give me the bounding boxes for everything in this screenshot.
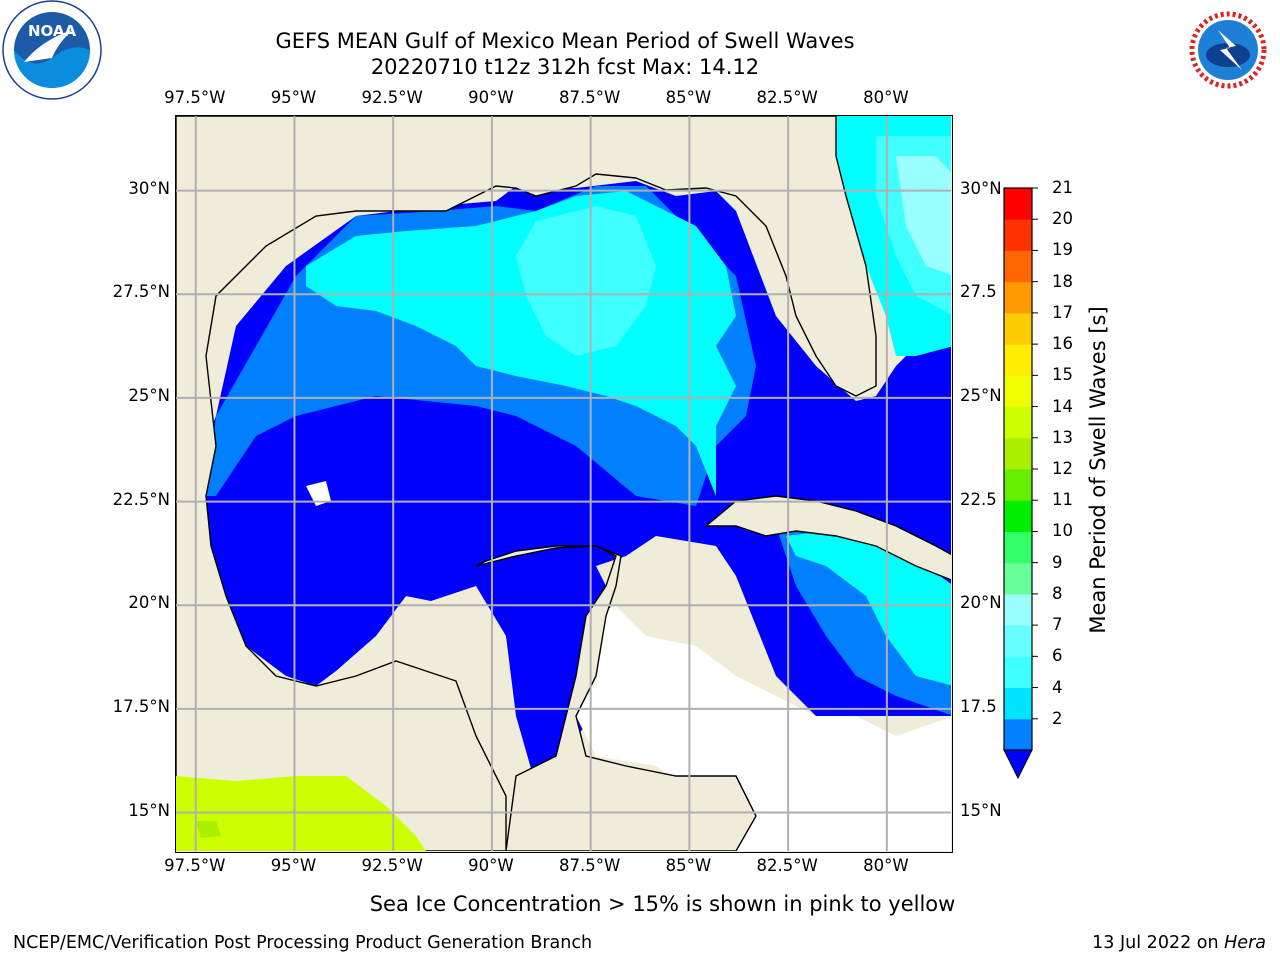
- lon-tick-bottom: 92.5°W: [361, 856, 423, 875]
- colorbar-tick-label: 7: [1052, 615, 1063, 635]
- lat-tick-right: 17.5: [960, 696, 997, 716]
- colorbar-segment: [1004, 344, 1032, 376]
- run-date-text: 13 Jul 2022 on: [1092, 933, 1225, 953]
- lon-tick-top: 82.5°W: [756, 88, 818, 107]
- lon-tick-bottom: 82.5°W: [756, 856, 818, 875]
- colorbar-tick-label: 8: [1052, 583, 1063, 603]
- credit-text: NCEP/EMC/Verification Post Processing Pr…: [13, 933, 593, 953]
- colorbar-segment: [1004, 219, 1032, 251]
- colorbar-segment: [1004, 312, 1032, 345]
- colorbar-tick-label: 17: [1052, 302, 1073, 322]
- noaa-logo: NOAA: [2, 0, 102, 100]
- colorbar-segment: [1004, 718, 1032, 751]
- noaa-logo-text: NOAA: [28, 22, 77, 40]
- lon-tick-bottom: 80°W: [863, 856, 909, 875]
- nws-logo-icon: [1180, 2, 1276, 98]
- land-mexico: [176, 116, 877, 851]
- swell-field-4-6-caribbean: [786, 531, 951, 686]
- colorbar-segment: [1004, 625, 1032, 657]
- lat-tick-left: 30°N: [128, 178, 170, 198]
- colorbar-segment: [1004, 500, 1032, 532]
- lat-tick-right: 25°N: [960, 385, 1002, 405]
- colorbar-segment: [1004, 656, 1032, 689]
- colorbar-tick-label: 10: [1052, 521, 1073, 541]
- colorbar-segment: [1004, 406, 1032, 439]
- colorbar: [1003, 187, 1038, 780]
- colorbar-tick-label: 19: [1052, 240, 1073, 260]
- lat-tick-left: 25°N: [128, 385, 170, 405]
- colorbar-tick-label: 15: [1052, 365, 1073, 385]
- lon-tick-top: 85°W: [665, 88, 712, 107]
- colorbar-segment: [1004, 593, 1032, 626]
- colorbar-segment: [1004, 250, 1032, 283]
- sea-ice-note: Sea Ice Concentration > 15% is shown in …: [369, 892, 956, 916]
- lat-tick-right: 22.5: [960, 489, 997, 509]
- lon-tick-bottom: 85°W: [665, 856, 712, 875]
- noaa-logo-icon: NOAA: [2, 0, 102, 100]
- lon-tick-top: 90°W: [468, 88, 514, 107]
- colorbar-segment: [1004, 531, 1032, 564]
- colorbar-under-arrow: [1003, 749, 1033, 780]
- colorbar-segment: [1004, 188, 1032, 220]
- colorbar-tick-label: 9: [1052, 552, 1063, 572]
- lat-tick-right: 20°N: [960, 593, 1002, 613]
- lon-tick-top: 80°W: [863, 88, 909, 107]
- run-host: Hera: [1224, 933, 1266, 953]
- swell-field-7-8: [896, 156, 951, 275]
- colorbar-tick-label: 21: [1052, 178, 1073, 197]
- nodata-area-caribbean: [576, 606, 951, 851]
- lat-tick-left: 27.5°N: [112, 282, 170, 302]
- page-title: GEFS MEAN Gulf of Mexico Mean Period of …: [275, 29, 855, 53]
- lat-tick-left: 20°N: [128, 593, 170, 613]
- colorbar-tick-label: 14: [1052, 396, 1073, 416]
- map-panel: [175, 115, 953, 853]
- map-gridlines: [176, 116, 951, 851]
- lat-tick-right: 27.5: [960, 282, 997, 302]
- lon-tick-bottom: 87.5°W: [559, 856, 621, 875]
- colorbar-segment: [1004, 281, 1032, 314]
- nodata-area-gulf: [306, 481, 331, 506]
- nws-logo: [1178, 0, 1278, 100]
- colorbar-segment: [1004, 469, 1032, 501]
- colorbar-tick-label: 13: [1052, 427, 1073, 447]
- colorbar-tick-label: 20: [1052, 209, 1073, 229]
- lon-tick-top: 95°W: [270, 88, 317, 107]
- lon-tick-bottom: 95°W: [270, 856, 317, 875]
- lat-tick-right: 15°N: [960, 800, 1002, 820]
- lon-tick-top: 97.5°W: [164, 88, 226, 107]
- colorbar-segment: [1004, 687, 1032, 720]
- lat-tick-right: 30°N: [960, 178, 1002, 198]
- land-cuba: [704, 495, 951, 581]
- lon-tick-bottom: 90°W: [468, 856, 514, 875]
- colorbar-tick-label: 4: [1052, 677, 1063, 697]
- run-date: 13 Jul 2022 on Hera: [1092, 933, 1266, 953]
- lon-tick-top: 92.5°W: [361, 88, 423, 107]
- lon-tick-bottom: 97.5°W: [164, 856, 226, 875]
- page-subtitle: 20220710 t12z 312h fcst Max: 14.12: [370, 55, 760, 79]
- sea-ice-pacific-inner: [196, 821, 221, 838]
- colorbar-tick-label: 18: [1052, 271, 1073, 291]
- lat-tick-left: 15°N: [128, 800, 170, 820]
- colorbar-label: Mean Period of Swell Waves [s]: [1086, 306, 1110, 634]
- colorbar-tick-label: 12: [1052, 459, 1073, 478]
- lat-tick-left: 17.5°N: [112, 696, 170, 716]
- colorbar-tick-label: 16: [1052, 334, 1073, 354]
- colorbar-segment: [1004, 562, 1032, 595]
- lon-tick-top: 87.5°W: [559, 88, 621, 107]
- lat-tick-left: 22.5°N: [112, 489, 170, 509]
- land-yucatan: [475, 545, 757, 851]
- swell-field-6-7: [516, 206, 656, 356]
- colorbar-segment: [1004, 375, 1032, 408]
- colorbar-tick-label: 6: [1052, 646, 1063, 666]
- colorbar-segment: [1004, 437, 1032, 470]
- colorbar-tick-label: 11: [1052, 490, 1073, 510]
- colorbar-tick-label: 2: [1052, 708, 1063, 728]
